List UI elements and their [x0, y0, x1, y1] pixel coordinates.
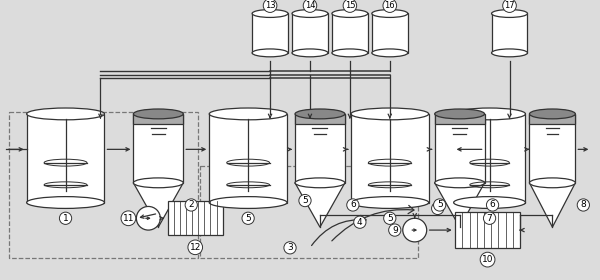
Ellipse shape [529, 178, 575, 188]
Ellipse shape [209, 108, 287, 120]
Bar [295, 114, 345, 124]
Bar [455, 212, 520, 248]
Text: 13: 13 [265, 1, 275, 10]
Bar [529, 114, 575, 183]
Ellipse shape [434, 109, 485, 119]
Polygon shape [434, 183, 485, 227]
Ellipse shape [332, 10, 368, 17]
Text: 9: 9 [392, 226, 398, 235]
Bar [8, 112, 198, 258]
Bar [454, 114, 526, 202]
Ellipse shape [491, 49, 527, 57]
Ellipse shape [351, 197, 429, 208]
Polygon shape [133, 183, 183, 227]
Circle shape [403, 218, 427, 242]
Bar [529, 114, 575, 124]
Text: 2: 2 [188, 200, 194, 209]
Ellipse shape [295, 178, 345, 188]
Text: 16: 16 [385, 1, 395, 10]
Bar [372, 13, 408, 53]
Text: 5: 5 [437, 200, 443, 209]
Bar [351, 114, 429, 202]
Bar [332, 13, 368, 53]
Bar [168, 201, 223, 235]
Ellipse shape [26, 197, 104, 208]
Text: 7: 7 [487, 214, 493, 223]
Text: 4: 4 [357, 218, 362, 227]
Text: 1: 1 [62, 214, 68, 223]
Text: 15: 15 [344, 1, 355, 10]
Ellipse shape [292, 10, 328, 17]
Bar [434, 114, 485, 183]
Ellipse shape [252, 49, 288, 57]
Bar [491, 13, 527, 53]
Ellipse shape [209, 197, 287, 208]
Ellipse shape [133, 109, 183, 119]
Ellipse shape [351, 108, 429, 120]
Text: 4: 4 [435, 204, 440, 213]
Ellipse shape [295, 109, 345, 119]
Ellipse shape [434, 178, 485, 188]
Ellipse shape [491, 10, 527, 17]
Text: 10: 10 [482, 255, 493, 264]
Bar [133, 114, 183, 183]
Text: 5: 5 [302, 196, 308, 205]
Bar [295, 114, 345, 183]
FancyArrowPatch shape [332, 206, 414, 241]
Polygon shape [295, 183, 345, 227]
Text: 12: 12 [190, 243, 201, 252]
Text: 6: 6 [350, 200, 356, 209]
Bar [200, 166, 418, 258]
Text: 3: 3 [287, 243, 293, 252]
Polygon shape [529, 183, 575, 227]
Bar [434, 114, 485, 124]
Circle shape [136, 206, 160, 230]
Ellipse shape [454, 197, 526, 208]
Text: 6: 6 [490, 200, 496, 209]
Ellipse shape [292, 49, 328, 57]
Bar [292, 13, 328, 53]
Ellipse shape [372, 10, 408, 17]
Ellipse shape [252, 10, 288, 17]
Ellipse shape [26, 108, 104, 120]
Bar [252, 13, 288, 53]
Ellipse shape [454, 108, 526, 120]
Ellipse shape [372, 49, 408, 57]
Bar [209, 114, 287, 202]
Ellipse shape [529, 109, 575, 119]
Text: 11: 11 [122, 214, 134, 223]
Text: 5: 5 [245, 214, 251, 223]
Bar [26, 114, 104, 202]
Text: 14: 14 [305, 1, 315, 10]
Ellipse shape [332, 49, 368, 57]
FancyArrowPatch shape [311, 215, 366, 246]
Text: 5: 5 [387, 214, 392, 223]
Text: 8: 8 [580, 200, 586, 209]
Bar [133, 114, 183, 124]
Text: 17: 17 [504, 1, 515, 10]
Ellipse shape [133, 178, 183, 188]
